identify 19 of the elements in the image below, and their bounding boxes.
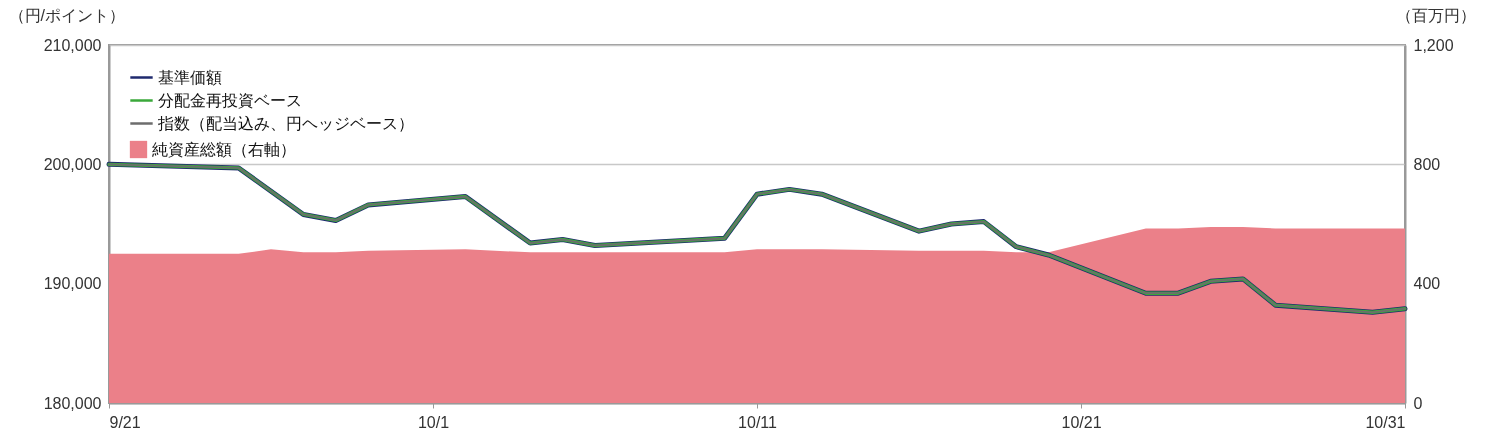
legend-label: 純資産総額（右軸） <box>152 140 296 158</box>
legend-label: 分配金再投資ベース <box>158 91 302 109</box>
x-tick-label: 10/31 <box>1365 413 1406 431</box>
y2-tick-label: 800 <box>1413 155 1441 173</box>
legend-label: 指数（配当込み、円ヘッジベース） <box>157 114 414 132</box>
y2-tick-label: 400 <box>1413 275 1441 293</box>
y-tick-label: 180,000 <box>43 394 102 412</box>
y2-axis-title: （百万円） <box>1395 6 1476 24</box>
x-tick-label: 9/21 <box>109 413 141 431</box>
y2-tick-label: 1,200 <box>1413 36 1454 54</box>
x-tick-label: 10/21 <box>1061 413 1102 431</box>
y-tick-label: 200,000 <box>43 155 102 173</box>
y-axis-title: （円/ポイント） <box>8 6 125 24</box>
legend-label: 基準価額 <box>158 68 222 86</box>
x-tick-label: 10/11 <box>738 413 778 431</box>
y-tick-label: 210,000 <box>43 36 102 54</box>
y-tick-label: 190,000 <box>43 275 102 293</box>
y2-tick-label: 0 <box>1413 394 1423 412</box>
x-tick-label: 10/1 <box>417 413 450 431</box>
